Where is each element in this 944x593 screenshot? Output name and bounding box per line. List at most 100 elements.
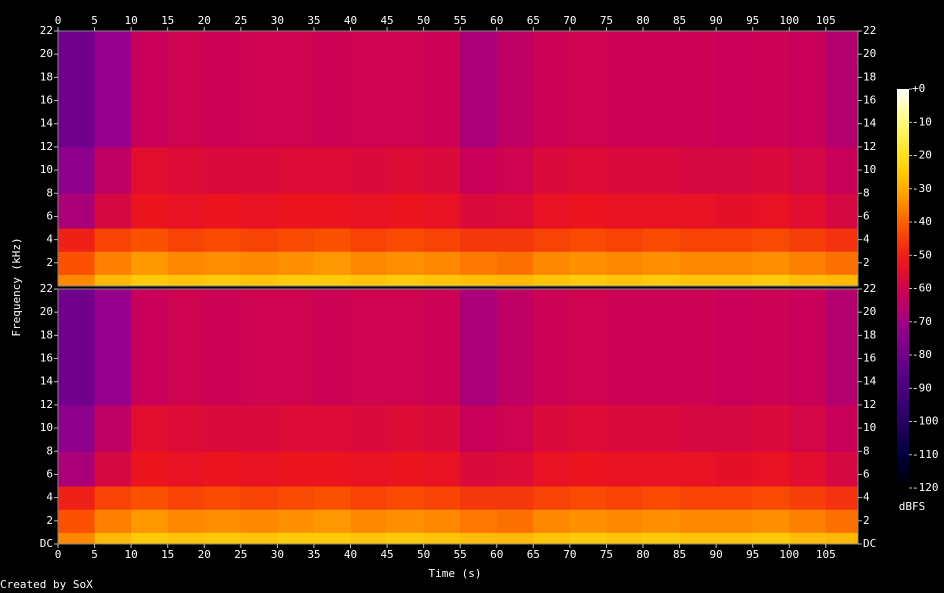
heatmap-cell (387, 509, 425, 533)
heatmap-cell (240, 532, 278, 545)
heatmap-cell (387, 274, 425, 287)
channel-panel (58, 31, 859, 287)
heatmap-cell (460, 486, 498, 510)
x-tick-label: 75 (600, 14, 613, 27)
heatmap-cell (423, 486, 461, 510)
heatmap-cell (679, 228, 717, 252)
heatmap-cell (825, 228, 859, 252)
y-tick-label: 4 (46, 491, 53, 504)
heatmap-cell (606, 509, 644, 533)
heatmap-cell (569, 289, 607, 406)
y-tick-label: 14 (40, 117, 54, 130)
heatmap-cell (569, 404, 607, 452)
y-tick-label: 6 (863, 209, 870, 222)
colorbar-tick-label: -120 (912, 481, 939, 494)
heatmap-cell (94, 251, 132, 275)
y-tick-label: 16 (863, 352, 876, 365)
heatmap-cell (58, 451, 96, 487)
x-tick-label: 30 (271, 14, 284, 27)
colorbar-tick-label: -60 (912, 282, 932, 295)
heatmap-cell (643, 451, 681, 487)
heatmap-cell (643, 31, 681, 148)
heatmap-cell (643, 486, 681, 510)
heatmap-cell (789, 289, 827, 406)
heatmap-cell (387, 146, 425, 194)
heatmap-cell (496, 31, 534, 148)
heatmap-cell (825, 251, 859, 275)
y-tick-label: 22 (863, 24, 876, 37)
x-tick-label: 100 (779, 548, 799, 561)
heatmap-cell (313, 451, 352, 487)
heatmap-cell (277, 251, 315, 275)
heatmap-cell (94, 146, 132, 194)
heatmap-cell (789, 404, 827, 452)
heatmap-cell (825, 193, 859, 229)
heatmap-cell (204, 31, 242, 148)
y-tick-label: 18 (863, 70, 876, 83)
heatmap-cell (277, 289, 315, 406)
heatmap-cell (533, 31, 571, 148)
heatmap-cell (460, 146, 498, 194)
heatmap-cell (752, 404, 790, 452)
heatmap-cell (313, 486, 352, 510)
heatmap-cell (643, 146, 681, 194)
heatmap-cell (606, 289, 644, 406)
heatmap-cell (58, 146, 96, 194)
heatmap-cell (679, 274, 717, 287)
heatmap-cell (204, 193, 242, 229)
x-tick-label: 5 (91, 14, 98, 27)
heatmap-cell (58, 274, 96, 287)
heatmap-cell (606, 532, 644, 545)
x-tick-label: 25 (234, 14, 247, 27)
heatmap-cell (716, 251, 754, 275)
x-tick-label: 5 (91, 548, 98, 561)
heatmap-cell (460, 451, 498, 487)
heatmap-cell (569, 274, 607, 287)
heatmap-cell (240, 289, 278, 406)
heatmap-cell (58, 486, 96, 510)
heatmap-cell (789, 532, 827, 545)
x-tick-label: 50 (417, 14, 430, 27)
heatmap-cell (58, 289, 96, 406)
heatmap-cell (277, 146, 315, 194)
heatmap-cell (131, 404, 169, 452)
y-tick-label: 2 (46, 514, 53, 527)
y-tick-label: 2 (863, 256, 870, 269)
heatmap-cell (204, 274, 242, 287)
y-tick-label: 16 (40, 94, 53, 107)
heatmap-cell (752, 509, 790, 533)
y-tick-label: 16 (40, 352, 53, 365)
heatmap-cell (387, 289, 425, 406)
heatmap-cell (825, 289, 859, 406)
heatmap-cell (131, 31, 169, 148)
y-tick-label: DC (40, 537, 53, 550)
heatmap-cell (167, 193, 205, 229)
y-tick-label: 10 (863, 421, 876, 434)
heatmap-cell (167, 274, 205, 287)
heatmap-cell (204, 509, 242, 533)
y-tick-label: 14 (863, 375, 877, 388)
heatmap-cell (569, 486, 607, 510)
colorbar-tick-label: -50 (912, 248, 932, 261)
heatmap-cell (94, 193, 132, 229)
heatmap-cell (313, 146, 352, 194)
heatmap-cell (496, 289, 534, 406)
heatmap-cell (387, 228, 425, 252)
y-tick-label: 18 (40, 328, 53, 341)
y-tick-label: 12 (863, 140, 876, 153)
heatmap-cell (679, 509, 717, 533)
y-tick-label: 10 (40, 163, 53, 176)
heatmap-cell (496, 532, 534, 545)
heatmap-cell (606, 31, 644, 148)
y-tick-label: 12 (40, 398, 53, 411)
heatmap-cell (167, 251, 205, 275)
heatmap-cell (825, 509, 859, 533)
heatmap-cell (94, 532, 132, 545)
heatmap-cell (387, 486, 425, 510)
heatmap-cell (94, 31, 132, 148)
y-tick-label: 12 (40, 140, 53, 153)
heatmap-cell (94, 451, 132, 487)
y-tick-label: 8 (863, 186, 870, 199)
y-tick-label: 16 (863, 94, 876, 107)
heatmap-cell (533, 509, 571, 533)
